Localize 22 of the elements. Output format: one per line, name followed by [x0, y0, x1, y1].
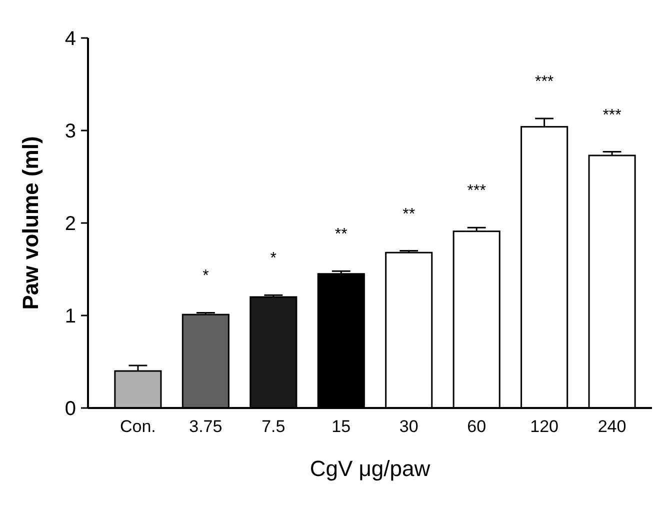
x-tick-label: 120	[530, 417, 559, 436]
annotation: ***	[534, 73, 554, 90]
y-tick-label: 4	[64, 28, 76, 50]
annotation: **	[334, 226, 348, 244]
x-tick-label: 7.5	[262, 417, 286, 436]
x-tick-label: Con.	[120, 417, 156, 436]
y-tick-label: 2	[64, 213, 76, 235]
y-tick-label: 0	[64, 398, 76, 420]
annotation: ***	[467, 182, 486, 200]
annotation: *	[202, 268, 209, 285]
y-axis-title: Paw volume (ml)	[18, 136, 43, 310]
y-tick-label: 1	[64, 306, 76, 328]
x-tick-label: 30	[399, 417, 418, 436]
annotation: *	[270, 250, 277, 268]
x-tick-label: 3.75	[189, 417, 222, 436]
annotation: **	[402, 206, 416, 223]
y-tick-label: 3	[64, 120, 76, 142]
x-tick-label: 240	[598, 417, 626, 436]
x-tick-label: 15	[332, 417, 351, 436]
x-axis-title: CgV μg/paw	[310, 456, 430, 481]
x-tick-label: 60	[467, 417, 486, 436]
annotation: ***	[602, 106, 622, 124]
